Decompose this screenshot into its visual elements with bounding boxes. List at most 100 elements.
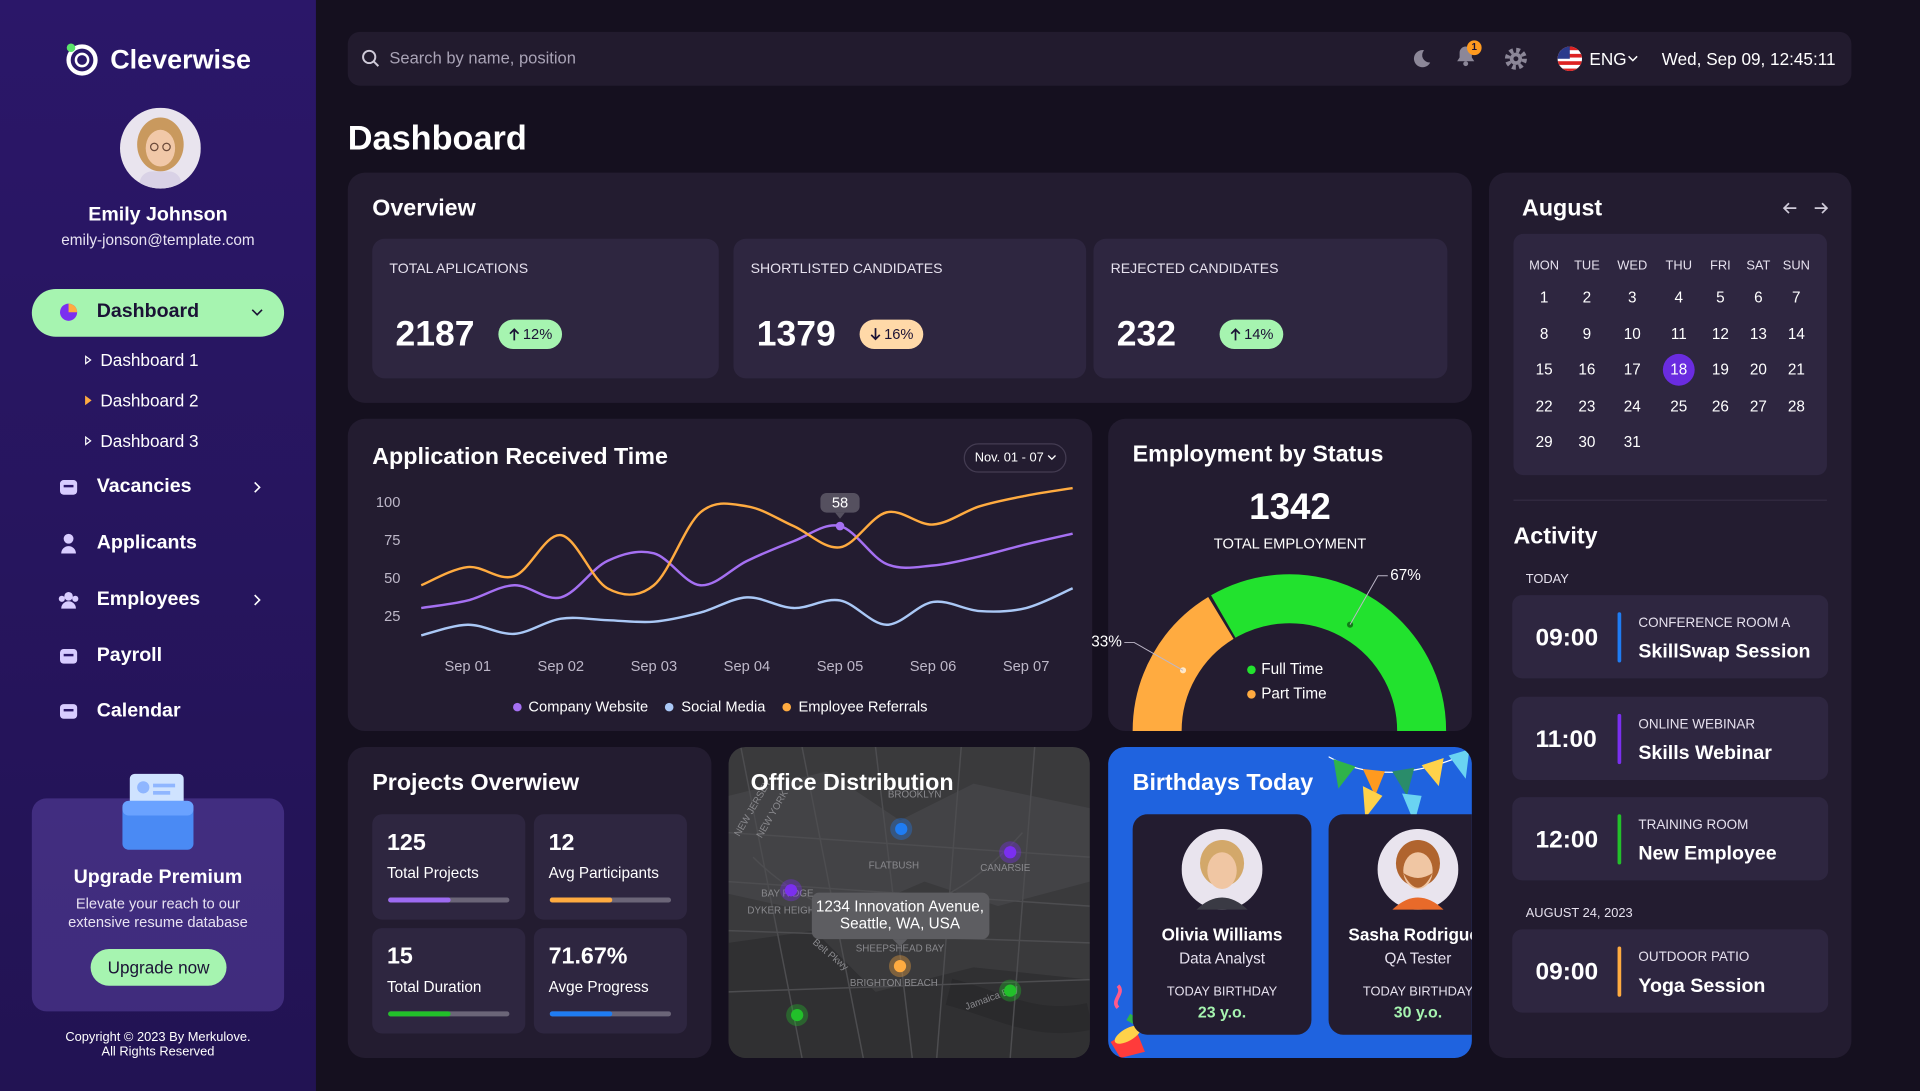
- calendar-prev[interactable]: [1782, 201, 1799, 216]
- datetime: Wed, Sep 09, 12:45:11: [1661, 48, 1836, 69]
- address-line: Seattle, WA, USA: [840, 916, 961, 933]
- theme-toggle[interactable]: [1411, 48, 1433, 70]
- progress-bar: [549, 1011, 613, 1017]
- calendar-day[interactable]: 21: [1787, 361, 1805, 379]
- weekday: WED: [1617, 258, 1648, 274]
- date-range-picker[interactable]: [963, 443, 1067, 473]
- submenu-item[interactable]: Dashboard 2: [100, 390, 199, 411]
- calendar-day[interactable]: 30: [1578, 433, 1596, 451]
- calendar-day[interactable]: 3: [1627, 288, 1637, 307]
- legend-item[interactable]: Employee Referrals: [782, 698, 927, 715]
- calendar-day[interactable]: 15: [1535, 361, 1553, 379]
- calendar-next[interactable]: [1812, 201, 1829, 216]
- map-label: FLATBUSH: [869, 860, 919, 871]
- nav-item[interactable]: Vacancies: [96, 476, 192, 498]
- trend-arrow: [870, 328, 881, 341]
- calendar-day[interactable]: 20: [1749, 361, 1767, 379]
- calendar-day[interactable]: 5: [1716, 288, 1725, 307]
- calendar-month: August: [1522, 195, 1603, 222]
- submenu-item[interactable]: Dashboard 1: [100, 350, 199, 370]
- event-card[interactable]: [1512, 696, 1829, 780]
- calendar-day[interactable]: 11: [1670, 325, 1687, 343]
- nav-chevron: [254, 481, 261, 493]
- project-value: 125: [386, 830, 426, 856]
- language-selector[interactable]: ENG: [1589, 48, 1627, 69]
- calendar-day[interactable]: 16: [1578, 361, 1596, 379]
- calendar-day[interactable]: 14: [1787, 325, 1805, 343]
- map-label: BROOKLYN: [888, 789, 942, 800]
- marker: [85, 395, 92, 406]
- user-avatar[interactable]: [120, 107, 201, 189]
- birthdays-panel: Birthdays Today Olivia Williams Data Anal…: [1108, 746, 1472, 1058]
- brand: Cleverwise: [110, 44, 251, 75]
- calendar-day[interactable]: 9: [1582, 325, 1592, 343]
- map-pin: [893, 960, 907, 973]
- stat-value: 232: [1116, 314, 1176, 354]
- calendar-day[interactable]: 1: [1539, 288, 1549, 307]
- nav-item[interactable]: Dashboard: [96, 301, 200, 323]
- avatar-beard: [1403, 873, 1433, 888]
- search-input[interactable]: Search by name, position: [389, 48, 576, 68]
- weekday: THU: [1665, 258, 1692, 274]
- total-employment-label: TOTAL EMPLOYMENT: [1213, 535, 1367, 553]
- progress-bar: [388, 897, 452, 903]
- trend-value: 14%: [1244, 325, 1274, 343]
- legend-label: Company Website: [528, 697, 649, 716]
- calendar-day[interactable]: 22: [1535, 397, 1553, 415]
- legend-item[interactable]: Social Media: [665, 698, 765, 715]
- icon-shape: [64, 592, 73, 601]
- calendar-day[interactable]: 19: [1711, 361, 1729, 379]
- date-range-chevron: [1047, 455, 1056, 461]
- nav-item[interactable]: Payroll: [96, 645, 163, 667]
- settings-icon[interactable]: [1504, 47, 1528, 71]
- calendar-day[interactable]: 6: [1754, 288, 1763, 307]
- project-label: Avge Progress: [548, 978, 649, 996]
- calendar-day[interactable]: 29: [1535, 433, 1553, 451]
- calendar-day[interactable]: 18: [1670, 361, 1688, 379]
- progress-bar: [549, 897, 613, 903]
- calendar-day[interactable]: 27: [1749, 397, 1767, 415]
- calendar-day[interactable]: 2: [1582, 288, 1592, 307]
- calendar-day[interactable]: 28: [1787, 397, 1805, 415]
- activity-group-label: AUGUST 24, 2023: [1525, 906, 1633, 921]
- nav-item[interactable]: Applicants: [96, 532, 197, 554]
- total-employment: 1342: [1249, 487, 1331, 528]
- nav-item[interactable]: Calendar: [96, 700, 181, 722]
- event-card[interactable]: [1512, 595, 1829, 679]
- calendar-day[interactable]: 23: [1578, 397, 1596, 415]
- icon-shape: [63, 484, 74, 488]
- trend-arrow: [509, 328, 520, 341]
- nav-item[interactable]: Employees: [96, 588, 201, 610]
- calendar-day[interactable]: 17: [1623, 361, 1641, 379]
- map-pin: [784, 884, 798, 897]
- stat-card: [1093, 238, 1448, 379]
- calendar-day[interactable]: 26: [1711, 397, 1729, 415]
- weekday: MON: [1529, 258, 1560, 274]
- calendar-day[interactable]: 31: [1623, 433, 1641, 451]
- legend-swatch: [665, 702, 674, 711]
- panel-title: Overview: [372, 195, 476, 222]
- calendar-day[interactable]: 12: [1711, 325, 1729, 343]
- project-label: Total Duration: [386, 978, 482, 996]
- calendar-day[interactable]: 7: [1792, 288, 1801, 307]
- calendar-day[interactable]: 13: [1749, 325, 1767, 343]
- weekday: SUN: [1782, 258, 1810, 274]
- calendar-day[interactable]: 10: [1623, 325, 1641, 343]
- event-card[interactable]: [1512, 797, 1829, 881]
- arrow: [1230, 328, 1241, 341]
- marker: [85, 435, 92, 446]
- event-time: 11:00: [1535, 725, 1597, 753]
- event-card[interactable]: [1512, 929, 1829, 1013]
- upgrade-button[interactable]: Upgrade now: [90, 948, 227, 986]
- notifications-icon[interactable]: [1452, 39, 1484, 71]
- calendar-day[interactable]: 4: [1674, 288, 1684, 307]
- calendar-day[interactable]: 24: [1623, 397, 1641, 415]
- calendar-day[interactable]: 8: [1539, 325, 1549, 343]
- office-map[interactable]: BROOKLYN FLATBUSH CANARSIE SHEEPSHEAD BAY BR…: [728, 746, 1090, 1058]
- submenu-marker: [85, 395, 92, 406]
- calendar-day[interactable]: 25: [1670, 397, 1688, 415]
- legend-item[interactable]: Company Website: [512, 697, 649, 716]
- submenu-item[interactable]: Dashboard 3: [100, 431, 199, 451]
- person-age: 30 y.o.: [1393, 1002, 1443, 1022]
